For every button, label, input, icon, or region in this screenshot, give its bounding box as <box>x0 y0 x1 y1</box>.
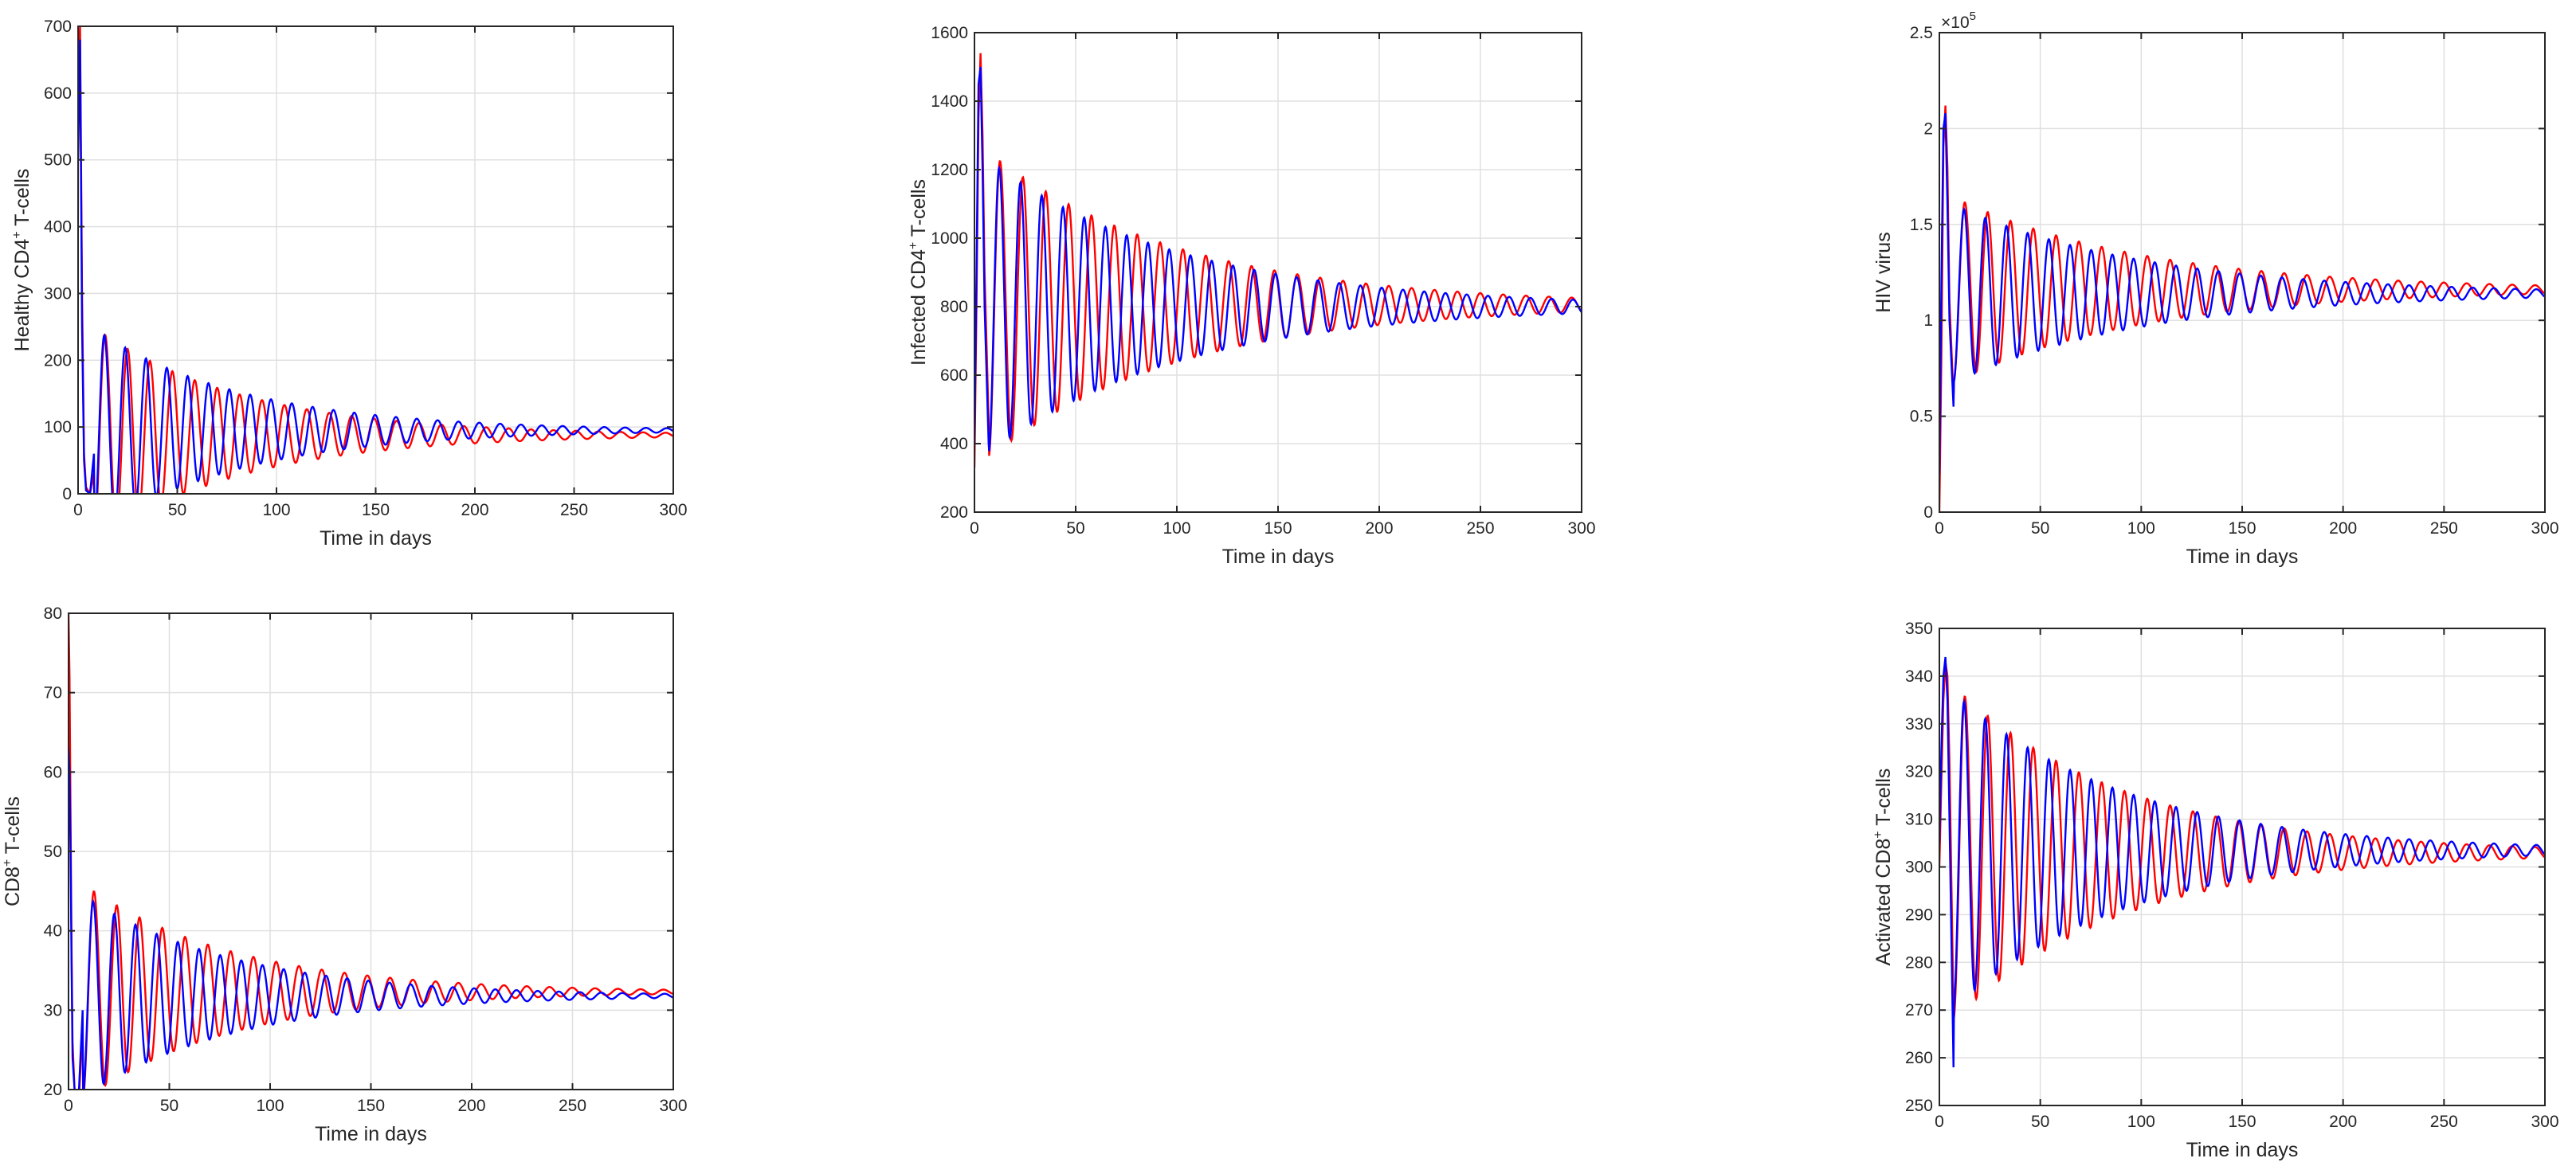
x-axis-label: Time in days <box>2186 1139 2299 1161</box>
series-line-red <box>1939 661 2545 1018</box>
x-tick-label: 50 <box>160 1097 178 1115</box>
x-tick-label: 300 <box>659 1097 687 1115</box>
x-tick-label: 100 <box>2127 1113 2155 1131</box>
y-tick-label: 600 <box>44 84 72 103</box>
x-tick-label: 50 <box>2031 519 2049 538</box>
x-axis-label: Time in days <box>315 1123 427 1145</box>
chart-cd8: 0 50 100 150 200 250 300 20 30 40 50 60 70 80 Time in … <box>1 605 688 1145</box>
y-exponent-label: ×105 <box>1941 10 1976 32</box>
series-line-blue <box>69 748 673 1090</box>
y-tick-label: 0 <box>62 485 72 503</box>
y-tick-label: 0 <box>1923 503 1933 522</box>
chart-healthy-cd4: 0 50 100 150 200 250 300 0 100 200 300 400 500 600 700… <box>10 18 688 550</box>
y-tick-label: 30 <box>44 1001 62 1019</box>
y-tick-label: 400 <box>940 435 968 453</box>
chart-hiv-virus: 0 50 100 150 200 250 300 0 0.5 1 1.5 2 2.5 ×105 Time i… <box>1872 10 2559 568</box>
x-tick-label: 150 <box>362 501 390 519</box>
x-tick-label: 300 <box>2531 1113 2558 1131</box>
y-tick-label: 1000 <box>931 229 968 248</box>
y-tick-label: 350 <box>1905 620 1933 638</box>
x-tick-label: 250 <box>559 1097 586 1115</box>
chart-activated-cd8: 0 50 100 150 200 250 300 250 260 270 280 290 300 310 3… <box>1872 620 2559 1161</box>
y-axis-label: Activated CD8+ T-cells <box>1872 769 1895 966</box>
x-tick-label: 250 <box>560 501 588 519</box>
y-axis-label: Healthy CD4+ T-cells <box>10 169 33 352</box>
x-tick-label: 200 <box>457 1097 485 1115</box>
y-tick-label: 290 <box>1905 906 1933 924</box>
y-tick-label: 200 <box>940 503 968 522</box>
x-axis-label: Time in days <box>1222 546 1335 568</box>
y-tick-label: 1.5 <box>1910 216 1933 234</box>
x-tick-label: 50 <box>1066 519 1084 538</box>
y-tick-label: 700 <box>44 18 72 36</box>
y-tick-label: 2 <box>1923 119 1933 138</box>
y-tick-label: 260 <box>1905 1049 1933 1067</box>
x-tick-label: 150 <box>2228 519 2256 538</box>
y-tick-label: 100 <box>44 418 72 436</box>
y-tick-label: 20 <box>44 1081 62 1099</box>
y-tick-label: 1200 <box>931 161 968 179</box>
x-axis-label: Time in days <box>320 527 432 550</box>
y-tick-label: 60 <box>44 763 62 781</box>
y-tick-label: 80 <box>44 605 62 623</box>
y-axis-label: HIV virus <box>1872 232 1895 312</box>
x-tick-label: 150 <box>357 1097 385 1115</box>
y-tick-label: 330 <box>1905 715 1933 734</box>
y-tick-label: 400 <box>44 218 72 237</box>
x-tick-label: 150 <box>1264 519 1292 538</box>
x-tick-label: 0 <box>970 519 979 538</box>
x-tick-label: 200 <box>461 501 488 519</box>
y-tick-label: 70 <box>44 684 62 702</box>
series-line-red <box>78 26 673 494</box>
chart-infected-cd4: 0 50 100 150 200 250 300 200 400 600 800 1000 1200 14… <box>907 24 1596 568</box>
y-tick-label: 40 <box>44 922 62 941</box>
y-tick-label: 310 <box>1905 811 1933 829</box>
y-tick-label: 600 <box>940 366 968 385</box>
x-tick-label: 0 <box>1935 1113 1944 1131</box>
x-tick-label: 100 <box>1163 519 1190 538</box>
x-tick-label: 100 <box>262 501 290 519</box>
y-axis-label: CD8+ T-cells <box>1 796 24 906</box>
x-tick-label: 0 <box>73 501 83 519</box>
y-tick-label: 50 <box>44 843 62 861</box>
y-tick-label: 270 <box>1905 1001 1933 1019</box>
y-tick-label: 300 <box>44 284 72 303</box>
y-tick-label: 280 <box>1905 953 1933 972</box>
y-tick-label: 250 <box>1905 1097 1933 1115</box>
x-tick-label: 50 <box>2031 1113 2049 1131</box>
x-tick-label: 0 <box>64 1097 73 1115</box>
y-tick-label: 1400 <box>931 92 968 111</box>
x-tick-label: 300 <box>659 501 687 519</box>
x-tick-label: 0 <box>1935 519 1944 538</box>
x-tick-label: 200 <box>1365 519 1393 538</box>
x-tick-label: 100 <box>256 1097 284 1115</box>
y-tick-label: 500 <box>44 151 72 170</box>
y-tick-label: 200 <box>44 351 72 370</box>
y-tick-label: 1 <box>1923 311 1933 330</box>
y-tick-label: 0.5 <box>1910 408 1933 426</box>
x-tick-label: 250 <box>2430 519 2458 538</box>
y-tick-label: 300 <box>1905 859 1933 877</box>
x-tick-label: 300 <box>1567 519 1595 538</box>
y-axis-label: Infected CD4+ T-cells <box>907 179 930 366</box>
x-tick-label: 250 <box>1466 519 1494 538</box>
y-tick-label: 2.5 <box>1910 24 1933 42</box>
series-line-blue <box>974 66 1582 452</box>
x-tick-label: 200 <box>2329 1113 2357 1131</box>
x-tick-label: 100 <box>2127 519 2155 538</box>
x-tick-label: 250 <box>2430 1113 2458 1131</box>
x-tick-label: 50 <box>168 501 186 519</box>
series-line-blue <box>1939 112 2545 474</box>
y-tick-label: 320 <box>1905 763 1933 781</box>
y-tick-label: 1600 <box>931 24 968 42</box>
y-tick-label: 340 <box>1905 667 1933 686</box>
x-axis-label: Time in days <box>2186 546 2299 568</box>
series-line-blue <box>1939 656 2545 1068</box>
y-tick-label: 800 <box>940 298 968 316</box>
x-tick-label: 200 <box>2329 519 2357 538</box>
x-tick-label: 150 <box>2228 1113 2256 1131</box>
x-tick-label: 300 <box>2531 519 2558 538</box>
series-line-blue <box>78 39 673 494</box>
